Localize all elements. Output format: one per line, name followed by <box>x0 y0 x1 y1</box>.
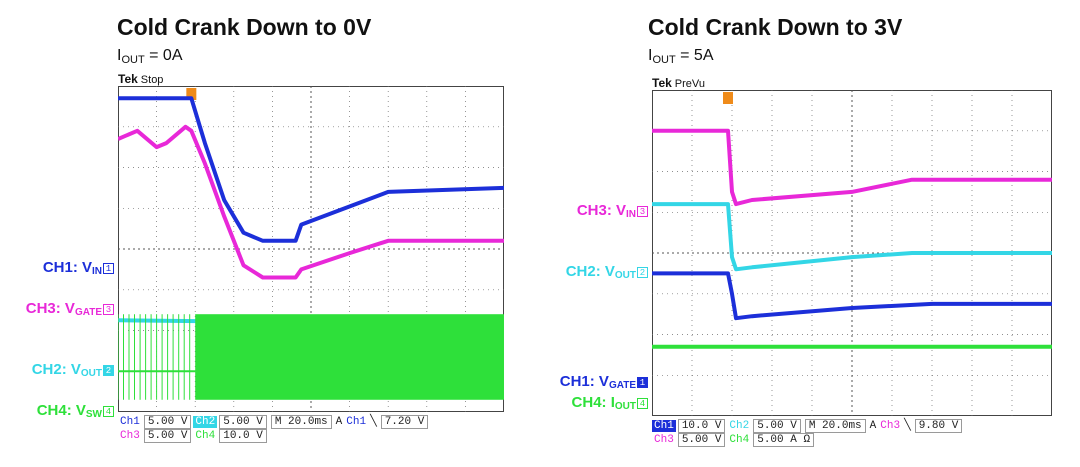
left-scope-plot <box>118 86 504 412</box>
setting-value: 7.20 V <box>380 415 429 429</box>
setting-value: 5.00 A Ω <box>753 433 815 447</box>
setting-value: 5.00 V <box>143 415 192 429</box>
channel-label-subscript: GATE <box>608 380 636 392</box>
channel-ref-marker-icon: 1 <box>103 263 114 275</box>
setting-tag: Ch4 <box>195 430 216 442</box>
setting-value: 10.0 V <box>219 429 267 443</box>
setting-tag: A <box>335 416 343 428</box>
series-line-3 <box>652 271 1052 321</box>
trigger-marker-icon <box>723 92 733 104</box>
channel-label-4: CH4: IOUT <box>572 394 636 412</box>
setting-tag: Ch3 <box>880 420 901 432</box>
channel-ref-marker-icon: 2 <box>637 267 648 279</box>
right-title: Cold Crank Down to 3V <box>648 14 903 40</box>
setting-value: 5.00 V <box>677 433 726 447</box>
channel-ref-marker-icon: 3 <box>637 206 648 218</box>
setting-value: 5.00 V <box>143 429 192 443</box>
channel-label-1: CH1: VIN <box>43 259 102 277</box>
trigger-marker-icon <box>186 88 197 100</box>
channel-ref-marker-icon: 4 <box>637 397 648 409</box>
channel-label-subscript: OUT <box>614 270 636 282</box>
series-line-1 <box>652 128 1052 207</box>
setting-tag: ╲ <box>370 416 377 428</box>
series-line-1 <box>118 96 504 243</box>
channel-label-text: CH2: V <box>565 263 615 281</box>
setting-tag: Ch3 <box>654 434 674 446</box>
channel-ref-marker-icon: 3 <box>103 304 114 316</box>
series-line-2 <box>652 202 1052 272</box>
setting-tag: Ch1 <box>120 416 140 428</box>
setting-value: 10.0 V <box>677 419 726 433</box>
left-scope-status: Tek Stop <box>118 72 164 86</box>
setting-tag: Ch2 <box>193 416 218 428</box>
channel-label-subscript: OUT <box>80 368 102 380</box>
channel-label-text: CH3: V <box>25 300 75 318</box>
right-scope-status: Tek PreVu <box>652 76 705 90</box>
channel-label-3: CH1: VGATE <box>560 373 636 391</box>
channel-label-3: CH2: VOUT <box>32 361 102 379</box>
series-switching-band <box>195 314 504 400</box>
channel-ref-marker-icon: 1 <box>637 377 648 389</box>
setting-value: 9.80 V <box>914 419 963 433</box>
setting-value: M 20.0ms <box>270 415 332 429</box>
series-line-2 <box>118 124 504 280</box>
setting-tag: Ch2 <box>729 420 750 432</box>
setting-tag: Ch1 <box>652 420 676 432</box>
channel-label-text: CH3: V <box>576 202 626 220</box>
setting-value: M 20.0ms <box>804 419 866 433</box>
channel-label-subscript: IN <box>92 266 102 278</box>
channel-label-text: CH4: I <box>571 393 615 411</box>
channel-label-text: CH4: V <box>36 402 86 419</box>
right-condition: IOUT = 5A <box>648 47 714 66</box>
settings-row: Ch3 5.00 V Ch4 5.00 A Ω <box>652 433 964 447</box>
left-condition: IOUT = 0A <box>117 47 183 66</box>
setting-tag: Ch1 <box>346 416 367 428</box>
left-title: Cold Crank Down to 0V <box>117 14 372 40</box>
setting-tag: ╲ <box>904 420 911 432</box>
setting-value: 5.00 V <box>219 415 267 429</box>
channel-label-4: CH4: VSW <box>37 402 102 420</box>
channel-label-subscript: OUT <box>614 400 636 412</box>
channel-label-2: CH2: VOUT <box>566 263 636 281</box>
channel-ref-marker-icon: 4 <box>103 406 114 417</box>
setting-value: 5.00 V <box>753 419 801 433</box>
channel-ref-marker-icon: 2 <box>103 365 114 377</box>
channel-label-1: CH3: VIN <box>577 202 636 220</box>
setting-tag: A <box>869 420 877 432</box>
channel-label-subscript: GATE <box>74 307 102 319</box>
setting-tag: Ch4 <box>729 434 750 446</box>
right-scope-plot <box>652 90 1052 416</box>
channel-label-subscript: SW <box>85 409 102 420</box>
channel-label-2: CH3: VGATE <box>26 300 102 318</box>
settings-row: Ch3 5.00 V Ch4 10.0 V <box>118 429 430 443</box>
setting-tag: Ch3 <box>120 430 140 442</box>
channel-label-text: CH2: V <box>31 361 81 379</box>
channel-label-text: CH1: V <box>42 259 92 277</box>
channel-label-text: CH1: V <box>559 373 609 391</box>
channel-label-subscript: IN <box>626 209 636 221</box>
